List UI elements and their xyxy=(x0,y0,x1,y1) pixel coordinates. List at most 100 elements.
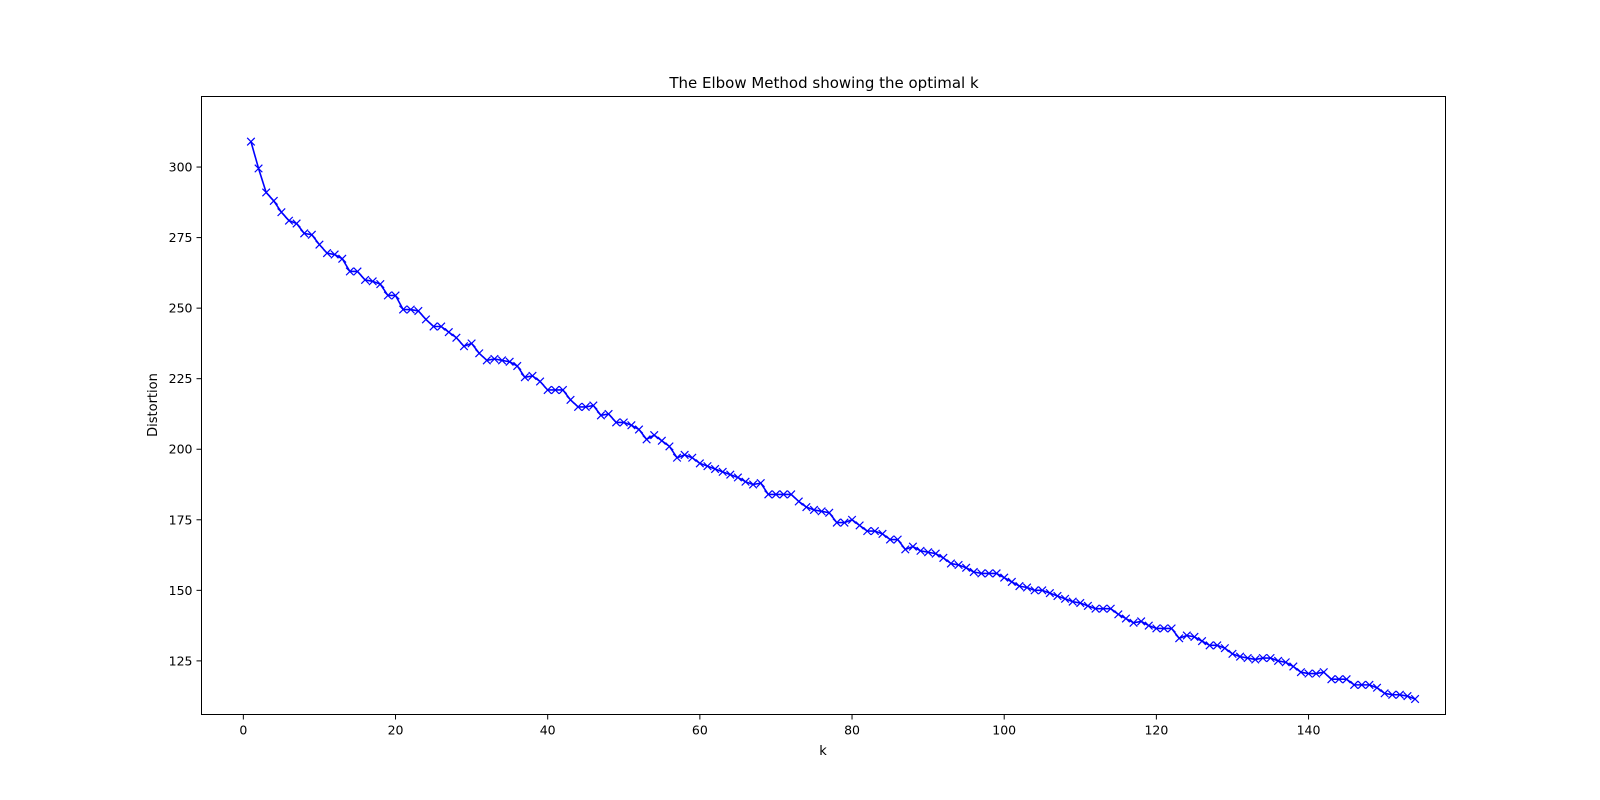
data-point-marker xyxy=(939,553,948,563)
data-point-marker xyxy=(1251,655,1260,664)
data-point-marker xyxy=(474,349,484,358)
data-point-marker xyxy=(452,333,461,342)
data-point-marker xyxy=(421,315,431,324)
data-point-marker xyxy=(1182,631,1192,640)
data-point-marker xyxy=(634,425,644,434)
data-point-marker xyxy=(885,535,895,544)
data-point-marker xyxy=(1197,636,1207,646)
data-point-marker xyxy=(1266,653,1275,663)
data-point-marker xyxy=(764,490,773,499)
data-point-marker xyxy=(703,461,712,471)
data-point-marker xyxy=(931,549,940,558)
data-point-marker xyxy=(558,385,568,395)
data-point-marker xyxy=(1129,618,1138,628)
data-point-marker xyxy=(376,279,385,289)
x-tick-label: 80 xyxy=(844,723,860,738)
y-tick-label: 200 xyxy=(169,442,193,457)
data-point-marker xyxy=(1220,643,1230,653)
data-point-marker xyxy=(1410,694,1420,704)
data-point-marker xyxy=(863,526,872,536)
data-point-marker xyxy=(946,559,956,568)
data-point-marker xyxy=(954,560,963,570)
data-point-marker xyxy=(1334,675,1344,684)
data-point-marker xyxy=(1327,675,1336,684)
data-point-marker xyxy=(1388,690,1397,699)
data-point-marker xyxy=(581,402,590,412)
data-point-marker xyxy=(718,467,727,477)
data-point-marker xyxy=(1076,598,1085,608)
data-point-marker xyxy=(977,569,986,578)
data-point-marker xyxy=(1281,658,1290,667)
data-point-marker xyxy=(802,502,811,512)
data-point-marker xyxy=(505,357,514,366)
data-point-marker xyxy=(999,573,1009,582)
data-point-marker xyxy=(1053,591,1062,601)
data-point-marker xyxy=(627,421,636,430)
data-point-marker xyxy=(824,508,834,517)
data-point-marker xyxy=(969,567,978,577)
data-point-marker xyxy=(383,291,393,300)
data-point-marker xyxy=(1022,583,1032,592)
data-point-marker xyxy=(520,373,530,382)
data-point-marker xyxy=(786,490,796,499)
data-point-marker xyxy=(1235,652,1245,661)
data-point-marker xyxy=(923,548,933,557)
data-point-marker xyxy=(642,435,651,444)
data-point-marker xyxy=(695,459,705,468)
data-point-marker xyxy=(398,305,408,314)
data-point-marker xyxy=(893,535,902,544)
data-point-marker xyxy=(726,470,735,479)
data-point-marker xyxy=(1289,662,1298,671)
data-point-marker xyxy=(444,327,454,337)
data-point-marker xyxy=(1045,588,1055,598)
data-point-marker xyxy=(277,207,286,217)
y-tick-label: 250 xyxy=(169,301,193,316)
data-point-marker xyxy=(1106,604,1115,613)
data-point-marker xyxy=(1273,656,1283,666)
data-point-marker xyxy=(322,248,332,258)
data-point-marker xyxy=(513,361,522,371)
data-point-marker xyxy=(1403,691,1412,701)
data-point-marker xyxy=(1068,597,1077,606)
data-point-marker xyxy=(870,526,880,536)
series-group xyxy=(246,137,1420,704)
data-point-marker xyxy=(908,542,918,551)
data-point-marker xyxy=(436,322,446,331)
data-point-marker xyxy=(748,480,758,489)
y-tick-label: 175 xyxy=(169,512,193,527)
data-point-marker xyxy=(1213,641,1222,650)
data-point-marker xyxy=(710,464,720,474)
data-point-marker xyxy=(254,164,263,173)
data-point-marker xyxy=(345,267,355,276)
data-point-marker xyxy=(1258,653,1268,663)
data-point-marker xyxy=(1349,680,1359,690)
data-point-marker xyxy=(1015,581,1024,591)
axis-ticks: 0 20 40 60 80 100 120 140 125 150 175 200 225 250 275 3… xyxy=(169,160,1321,738)
data-point-marker xyxy=(543,385,552,395)
data-point-marker xyxy=(665,442,674,451)
data-point-marker xyxy=(1296,667,1306,677)
data-point-marker xyxy=(657,436,667,445)
data-point-marker xyxy=(1190,632,1199,642)
data-point-marker xyxy=(1144,621,1153,630)
y-tick-label: 300 xyxy=(169,160,193,175)
x-tick-label: 100 xyxy=(992,723,1016,738)
y-tick-label: 225 xyxy=(169,371,193,386)
data-point-marker xyxy=(619,418,628,427)
data-point-marker xyxy=(1098,604,1108,613)
data-point-marker xyxy=(497,356,507,365)
plot-frame xyxy=(201,96,1446,715)
data-point-marker xyxy=(414,306,423,316)
x-tick-label: 0 xyxy=(239,723,247,738)
data-point-marker xyxy=(604,409,613,419)
data-point-marker xyxy=(1319,667,1328,677)
data-point-marker xyxy=(1121,614,1131,623)
data-point-marker xyxy=(1395,690,1405,699)
data-point-marker xyxy=(360,275,370,285)
data-point-marker xyxy=(490,354,499,364)
data-point-marker xyxy=(299,229,309,238)
data-point-marker xyxy=(269,196,279,206)
data-point-marker xyxy=(535,377,545,386)
data-point-marker xyxy=(284,216,294,225)
